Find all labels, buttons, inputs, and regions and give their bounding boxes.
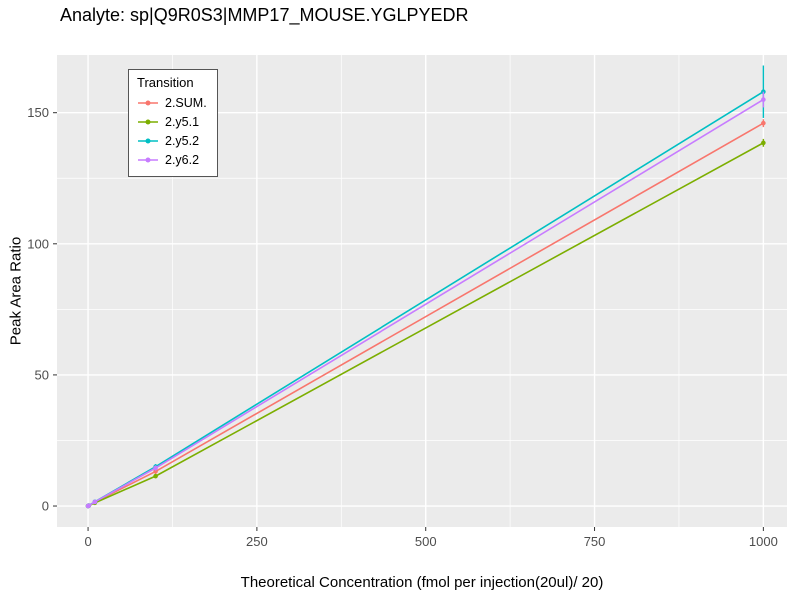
y-axis-title: Peak Area Ratio: [7, 236, 25, 346]
chart-title: Analyte: sp|Q9R0S3|MMP17_MOUSE.YGLPYEDR: [60, 5, 469, 25]
legend-key-icon: [138, 119, 158, 124]
legend-item-label: 2.y6.2: [165, 152, 200, 167]
legend-items: 2.SUM. 2.y5.1 2.y5.2 2.y6.2: [137, 93, 207, 169]
series-2.y6.2: [85, 91, 766, 509]
legend-key-icon: [138, 157, 158, 162]
y-tick-label: 0: [42, 499, 49, 514]
legend-item: 2.SUM.: [137, 93, 207, 112]
y-tick-label: 50: [35, 367, 49, 382]
x-tick-label: 1000: [749, 534, 778, 549]
y-tick-label: 100: [27, 236, 49, 251]
x-tick-label: 500: [415, 534, 437, 549]
legend-item: 2.y5.1: [137, 112, 207, 131]
x-tick-label: 250: [246, 534, 268, 549]
legend-item: 2.y6.2: [137, 150, 207, 169]
y-tick-label: 150: [27, 105, 49, 120]
x-axis-title: Theoretical Concentration (fmol per inje…: [240, 574, 604, 591]
x-tick-label: 750: [584, 534, 606, 549]
legend-title: Transition: [137, 75, 194, 90]
legend: Transition 2.SUM. 2.y5.1 2.y5.2 2.y6.2: [128, 69, 218, 177]
legend-item-label: 2.y5.1: [165, 114, 200, 129]
legend-item-label: 2.y5.2: [165, 133, 200, 148]
legend-item-label: 2.SUM.: [165, 95, 207, 110]
legend-key-icon: [138, 100, 158, 105]
x-tick-label: 0: [84, 534, 91, 549]
legend-item: 2.y5.2: [137, 131, 207, 150]
legend-key-icon: [138, 138, 158, 143]
